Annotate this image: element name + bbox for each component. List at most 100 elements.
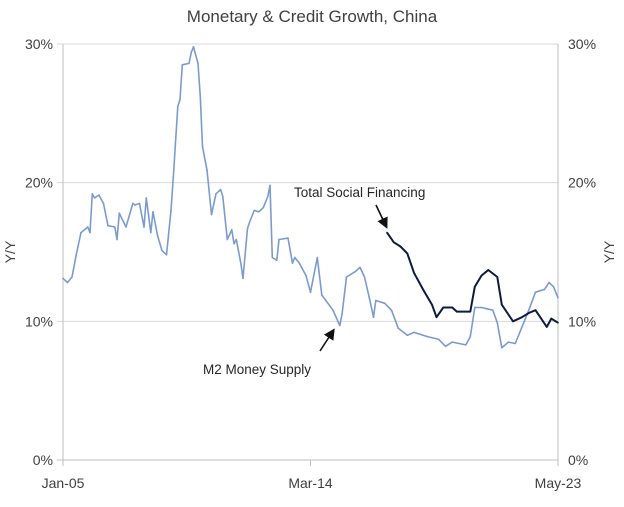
data-point (341, 313, 343, 316)
data-point (397, 327, 400, 330)
data-point (534, 309, 537, 312)
data-point (71, 276, 73, 278)
y-tick-label-right: 30% (568, 36, 596, 52)
data-point (464, 344, 467, 346)
data-point (257, 210, 260, 213)
data-point (480, 274, 483, 277)
data-point (487, 269, 490, 271)
data-point (390, 309, 393, 312)
data-point (93, 197, 96, 199)
data-point (98, 194, 100, 196)
data-point (392, 241, 395, 244)
data-point (248, 220, 251, 223)
data-point (521, 326, 523, 328)
data-point (435, 316, 438, 318)
x-tick-label: Jan-05 (42, 475, 85, 491)
data-point (298, 262, 301, 264)
data-point (113, 226, 116, 228)
data-point (543, 288, 546, 291)
data-point (500, 346, 503, 349)
data-point (165, 253, 168, 256)
data-point (192, 45, 195, 48)
data-point (149, 231, 152, 234)
data-point (552, 285, 555, 288)
data-point (118, 212, 121, 214)
data-point (437, 338, 440, 341)
data-point (345, 276, 348, 278)
data-point (215, 192, 217, 195)
data-point (188, 62, 190, 65)
data-point (197, 62, 199, 65)
y-axis-label-right: Y/Y (601, 240, 617, 263)
data-point (102, 202, 105, 205)
data-point (359, 266, 361, 269)
chart-title: Monetary & Credit Growth, China (187, 7, 438, 26)
data-point (451, 306, 454, 309)
data-point (332, 309, 334, 312)
data-point (210, 213, 213, 216)
data-point (422, 288, 424, 291)
data-point (316, 256, 319, 259)
data-point (221, 195, 224, 198)
y-tick-label-right: 20% (568, 175, 596, 191)
data-point (152, 210, 154, 213)
data-point (143, 226, 145, 228)
data-point (320, 294, 323, 296)
data-point (269, 184, 271, 187)
data-point (354, 270, 357, 273)
data-point (138, 202, 141, 205)
data-point (91, 192, 94, 195)
data-point (131, 202, 134, 205)
y-tick-label-right: 10% (568, 313, 596, 329)
data-point (469, 335, 472, 338)
series-line-total-social-financing (386, 232, 559, 328)
data-point (305, 274, 307, 277)
data-point (338, 324, 341, 327)
data-point (134, 204, 136, 206)
data-point (62, 277, 64, 280)
data-point (442, 306, 445, 309)
data-point (176, 105, 179, 108)
data-point (413, 331, 415, 334)
annotation-arrow-tsf (375, 204, 388, 229)
y-tick-label-left: 20% (25, 175, 53, 191)
data-point (190, 51, 193, 54)
data-point (86, 226, 89, 228)
data-point (399, 245, 402, 248)
data-point (246, 227, 249, 230)
data-point (116, 238, 118, 241)
data-point (406, 252, 409, 255)
data-point (455, 310, 458, 313)
data-point (156, 234, 159, 237)
data-point (66, 281, 69, 284)
data-point (514, 342, 517, 345)
data-point (179, 98, 181, 101)
data-point (181, 64, 184, 66)
data-point (469, 310, 472, 313)
y-tick-label-left: 30% (25, 36, 53, 52)
data-point (496, 321, 499, 324)
data-point (170, 209, 172, 212)
data-point (557, 296, 559, 299)
data-point (491, 309, 494, 312)
data-point (125, 226, 127, 228)
data-point (262, 206, 265, 209)
data-point (545, 326, 548, 328)
data-point (161, 249, 163, 252)
data-point (75, 252, 78, 255)
data-point (107, 224, 109, 227)
y-tick-label-right: 0% (568, 452, 588, 468)
annotation-total-social-financing: Total Social Financing (294, 185, 425, 200)
data-point (548, 281, 550, 284)
data-point (550, 317, 553, 320)
data-point (226, 238, 229, 241)
annotation-m2-money-supply: M2 Money Supply (203, 362, 311, 377)
data-point (291, 262, 294, 264)
data-point (206, 169, 208, 171)
data-point (172, 176, 175, 178)
data-point (444, 345, 447, 348)
data-point (473, 306, 476, 309)
annotation-arrow-m2 (319, 328, 335, 352)
y-axis-label-left: Y/Y (2, 240, 18, 263)
data-point (219, 188, 222, 191)
